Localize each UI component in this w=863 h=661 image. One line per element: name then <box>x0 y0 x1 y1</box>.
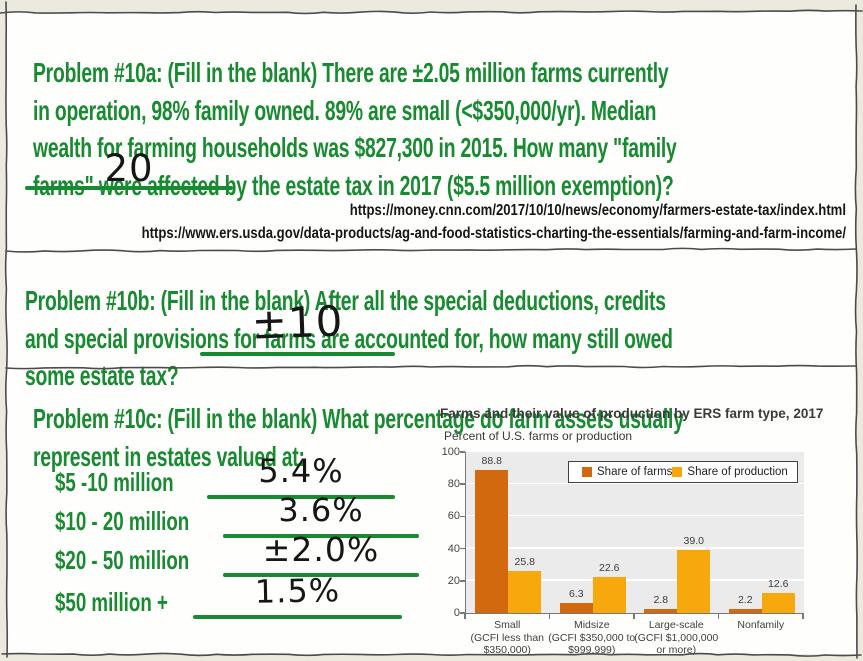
chart-plot-area: 88.8 25.8 6.3 22.6 2.8 39.0 2.2 12.6 Share of f… <box>465 452 804 614</box>
chart-bars: 88.8 25.8 6.3 22.6 2.8 39.0 2.2 12.6 <box>466 452 804 613</box>
y-tick-mark <box>460 612 465 614</box>
y-tick-label: 100 <box>441 446 460 458</box>
bar-value-label: 2.2 <box>737 594 753 607</box>
handwritten-answer-5-10m: 5.4% <box>258 452 344 490</box>
bar-share-of-farms: 2.2 <box>728 594 762 613</box>
category-label: Nonfamily <box>737 619 785 631</box>
y-tick-label: 0 <box>453 607 460 619</box>
handwritten-answer-50m-plus: 1.5% <box>254 571 341 611</box>
bar-group: 88.8 25.8 <box>466 452 551 613</box>
bar-value-label: 2.8 <box>653 593 669 606</box>
gridline <box>466 579 804 581</box>
y-tick-mark <box>460 547 465 550</box>
chart-legend: Share of farms Share of production <box>568 461 798 483</box>
problem-10c-text: Problem #10c: (Fill in the blank) What p… <box>33 403 684 472</box>
x-tick-mark <box>717 614 720 619</box>
x-tick-mark <box>633 614 635 619</box>
x-tick-mark <box>548 614 551 619</box>
y-tick-label: 60 <box>447 510 460 523</box>
bar-share-of-production: 25.8 <box>508 556 542 613</box>
bar-group: 2.8 39.0 <box>635 452 720 613</box>
source-link-cnn[interactable]: https://money.cnn.com/2017/10/10/news/ec… <box>349 202 846 219</box>
legend-swatch-production-icon <box>672 467 683 477</box>
answer-blank-10b <box>200 352 395 356</box>
gridline <box>466 482 804 485</box>
handwritten-answer-10b: ±10 <box>250 296 345 349</box>
estate-range-label-20-50m: $20 - 50 million <box>55 545 190 575</box>
estate-range-label-50m-plus: $50 million + <box>55 587 168 617</box>
legend-swatch-farms-icon <box>582 467 592 477</box>
legend-item-share-of-production: Share of production <box>672 466 788 478</box>
bar-value-label: 25.8 <box>514 556 535 569</box>
handwritten-answer-20-50m: ±2.0% <box>262 530 380 569</box>
estate-range-label-10-20m: $10 - 20 million <box>55 506 190 536</box>
bar-value-label: 6.3 <box>568 587 584 600</box>
bar-share-of-production: 22.6 <box>592 562 626 613</box>
answer-blank-10-20m <box>223 534 419 538</box>
bar-value-label: 39.0 <box>683 535 704 548</box>
handwritten-answer-10-20m: 3.6% <box>278 491 364 529</box>
y-tick-label: 40 <box>447 542 460 555</box>
x-tick-mark <box>802 614 804 619</box>
estate-range-label-5-10m: $5 -10 million <box>55 467 174 497</box>
legend-label-share-of-farms: Share of farms <box>597 466 673 478</box>
source-links: https://money.cnn.com/2017/10/10/news/ec… <box>75 199 846 245</box>
problem-10a-text: Problem #10a: (Fill in the blank) There … <box>33 57 677 201</box>
bar-value-label: 88.8 <box>481 455 502 468</box>
answer-blank-20-50m <box>223 573 419 577</box>
x-tick-mark <box>464 614 466 619</box>
answer-blank-50m-plus <box>193 615 402 619</box>
source-link-usda-ers[interactable]: https://www.ers.usda.gov/data-products/a… <box>141 225 847 242</box>
bar-share-of-production: 12.6 <box>761 578 795 613</box>
chart-farms-production: Farms and their value of production by E… <box>432 402 858 660</box>
y-tick-mark <box>460 580 465 582</box>
handwritten-answer-10a: 20 <box>104 147 154 190</box>
gridline <box>466 547 804 549</box>
gridline <box>466 514 804 517</box>
bar-value-label: 22.6 <box>599 561 620 574</box>
y-tick-mark <box>460 451 465 453</box>
chart-y-axis-caption: Percent of U.S. farms or production <box>444 429 633 443</box>
bar-share-of-farms: 2.8 <box>644 594 678 613</box>
bar-group: 6.3 22.6 <box>551 452 636 613</box>
answer-blank-5-10m <box>207 495 395 499</box>
bar-value-label: 12.6 <box>768 577 789 590</box>
answer-blank-10a <box>25 186 233 190</box>
y-tick-mark <box>460 483 465 485</box>
bar-share-of-farms: 6.3 <box>559 588 593 613</box>
bar-group: 2.2 12.6 <box>720 452 805 613</box>
legend-item-share-of-farms: Share of farms <box>582 466 672 478</box>
legend-label-share-of-production: Share of production <box>687 466 788 478</box>
y-tick-mark <box>460 515 465 518</box>
y-tick-label: 20 <box>447 574 460 587</box>
chart-title: Farms and their value of production by E… <box>440 406 824 421</box>
problem-10b-text: Problem #10b: (Fill in the blank) After … <box>25 285 673 391</box>
bar-share-of-farms: 88.8 <box>475 455 509 613</box>
y-tick-label: 80 <box>447 478 460 491</box>
bar-share-of-production: 39.0 <box>677 535 711 613</box>
